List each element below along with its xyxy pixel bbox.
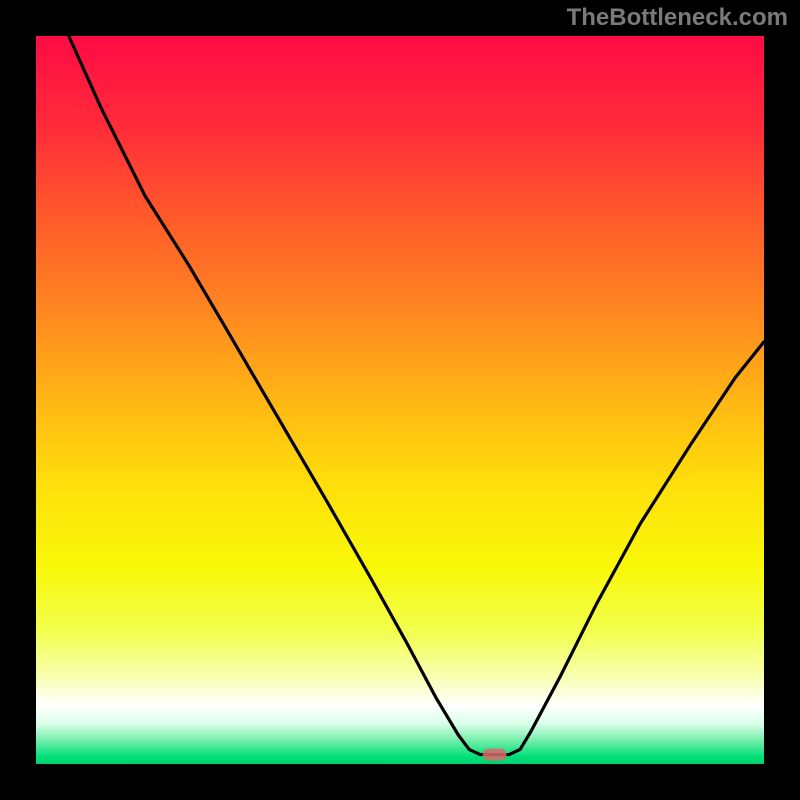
bottleneck-chart (0, 0, 800, 800)
chart-container: TheBottleneck.com (0, 0, 800, 800)
watermark-label: TheBottleneck.com (567, 4, 788, 32)
optimal-marker (483, 749, 507, 761)
plot-background (36, 36, 764, 764)
